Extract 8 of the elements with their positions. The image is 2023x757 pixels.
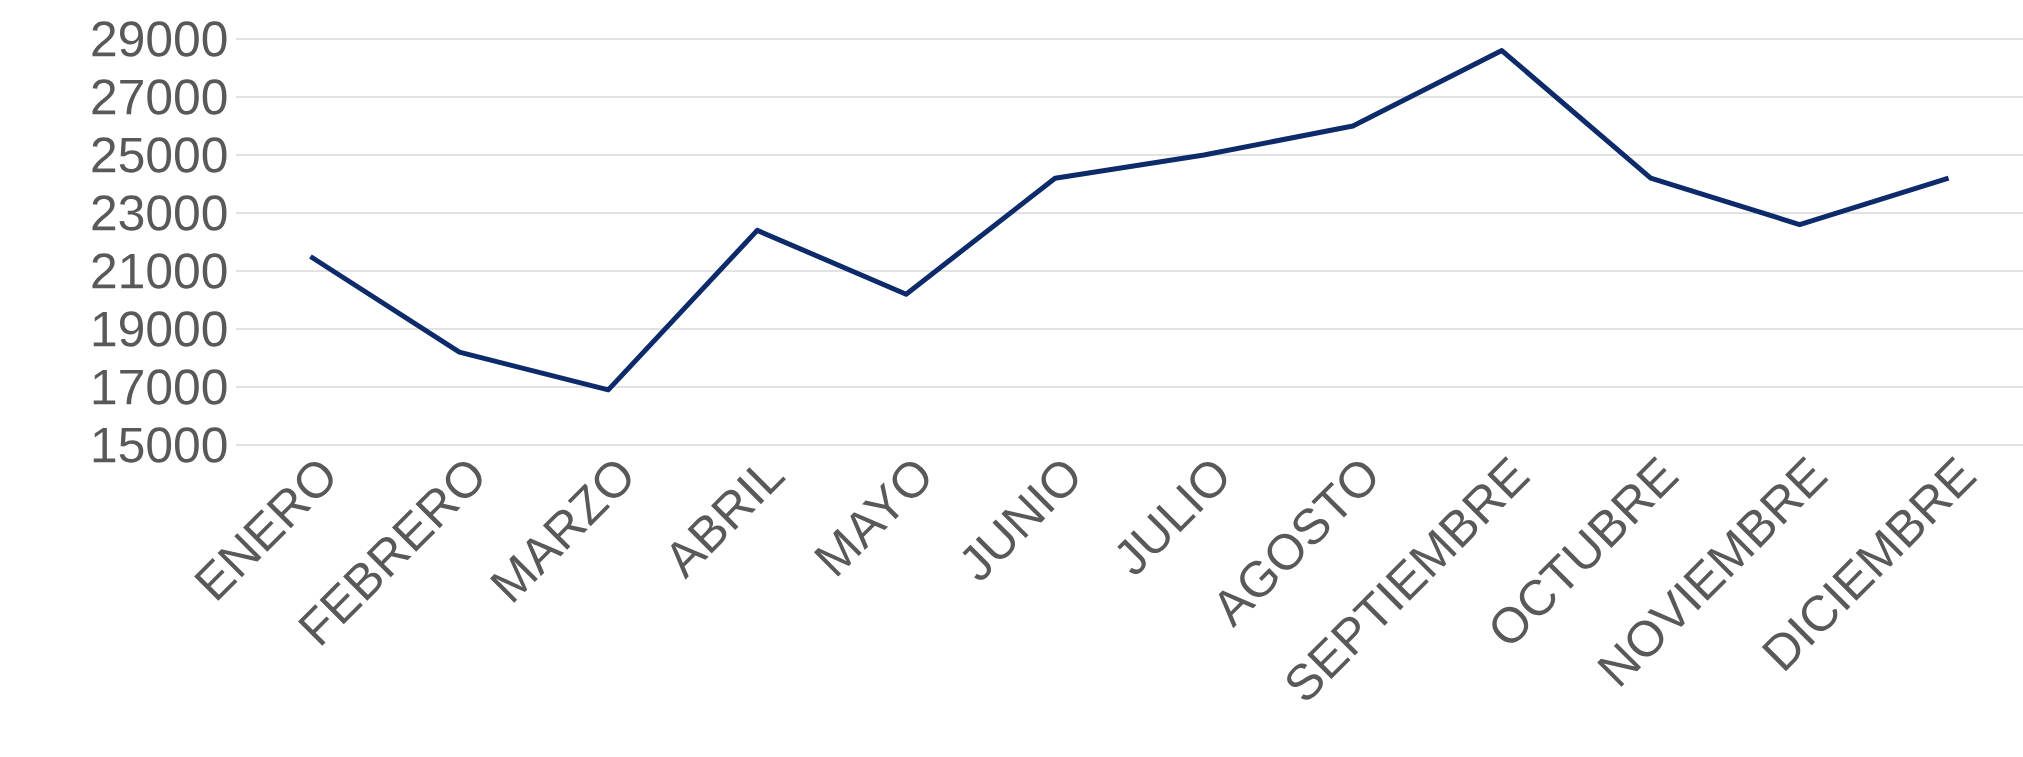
- y-tick-label: 21000: [92, 253, 227, 289]
- y-tick-label: 17000: [93, 369, 227, 405]
- y-tick-label: 23000: [92, 195, 227, 231]
- y-tick-label: 27000: [92, 79, 227, 115]
- y-tick-label: 15000: [93, 427, 227, 463]
- y-tick-label: 25000: [92, 137, 227, 173]
- y-tick-label: 29000: [92, 21, 227, 57]
- y-tick-label: 19000: [93, 311, 227, 347]
